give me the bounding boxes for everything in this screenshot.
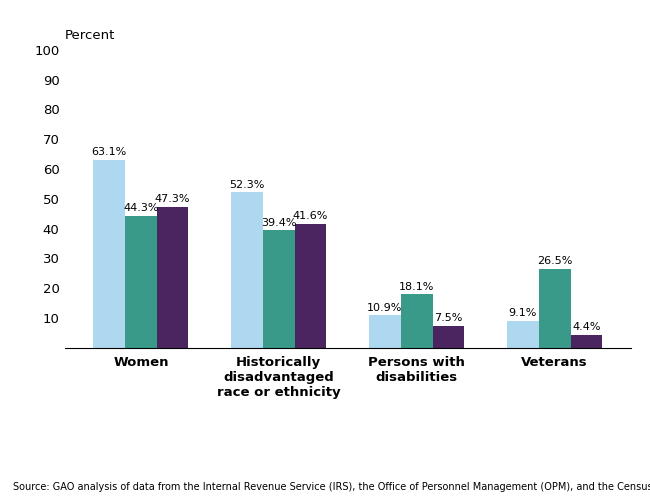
Text: 4.4%: 4.4%: [572, 323, 601, 332]
Text: 41.6%: 41.6%: [292, 211, 328, 222]
Text: 9.1%: 9.1%: [509, 308, 537, 319]
Bar: [263, 231, 294, 348]
Bar: [294, 224, 326, 348]
Bar: [507, 321, 539, 348]
Bar: [433, 326, 464, 348]
Text: 63.1%: 63.1%: [92, 147, 127, 158]
Bar: [94, 160, 125, 348]
Text: 26.5%: 26.5%: [537, 256, 573, 266]
Text: 18.1%: 18.1%: [399, 281, 434, 292]
Text: 47.3%: 47.3%: [155, 194, 190, 204]
Text: 39.4%: 39.4%: [261, 218, 296, 228]
Bar: [539, 269, 571, 348]
Text: Source: GAO analysis of data from the Internal Revenue Service (IRS), the Office: Source: GAO analysis of data from the In…: [13, 482, 650, 492]
Text: 44.3%: 44.3%: [123, 203, 159, 213]
Bar: [571, 335, 602, 348]
Bar: [157, 207, 188, 348]
Bar: [401, 294, 433, 348]
Text: 52.3%: 52.3%: [229, 179, 265, 189]
Text: 10.9%: 10.9%: [367, 303, 403, 313]
Bar: [125, 216, 157, 348]
Text: 7.5%: 7.5%: [434, 313, 463, 323]
Text: Percent: Percent: [65, 29, 116, 42]
Bar: [231, 192, 263, 348]
Bar: [369, 316, 401, 348]
